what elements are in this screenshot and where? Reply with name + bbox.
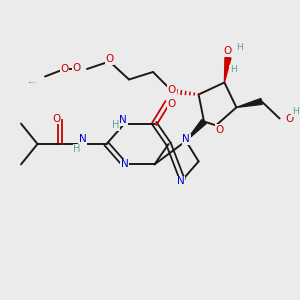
Text: N: N — [182, 134, 190, 145]
Text: O: O — [105, 54, 114, 64]
Text: H: H — [74, 144, 81, 154]
Text: O: O — [168, 99, 176, 109]
Text: H: H — [236, 44, 243, 52]
Text: methoxy_C: methoxy_C — [28, 81, 36, 82]
Text: N: N — [177, 176, 185, 187]
Text: O: O — [215, 125, 224, 135]
Text: O: O — [72, 63, 81, 74]
Text: N: N — [121, 159, 128, 170]
Polygon shape — [224, 57, 231, 83]
Text: O: O — [60, 64, 69, 74]
Text: H: H — [230, 65, 237, 74]
Text: H: H — [112, 120, 120, 130]
Text: O: O — [223, 46, 232, 56]
Text: O: O — [168, 85, 176, 95]
Text: N: N — [79, 134, 86, 145]
Polygon shape — [236, 98, 262, 107]
Polygon shape — [186, 119, 206, 141]
Text: H: H — [292, 107, 298, 116]
Text: O: O — [285, 113, 293, 124]
Text: N: N — [119, 115, 127, 125]
Text: O: O — [52, 113, 61, 124]
